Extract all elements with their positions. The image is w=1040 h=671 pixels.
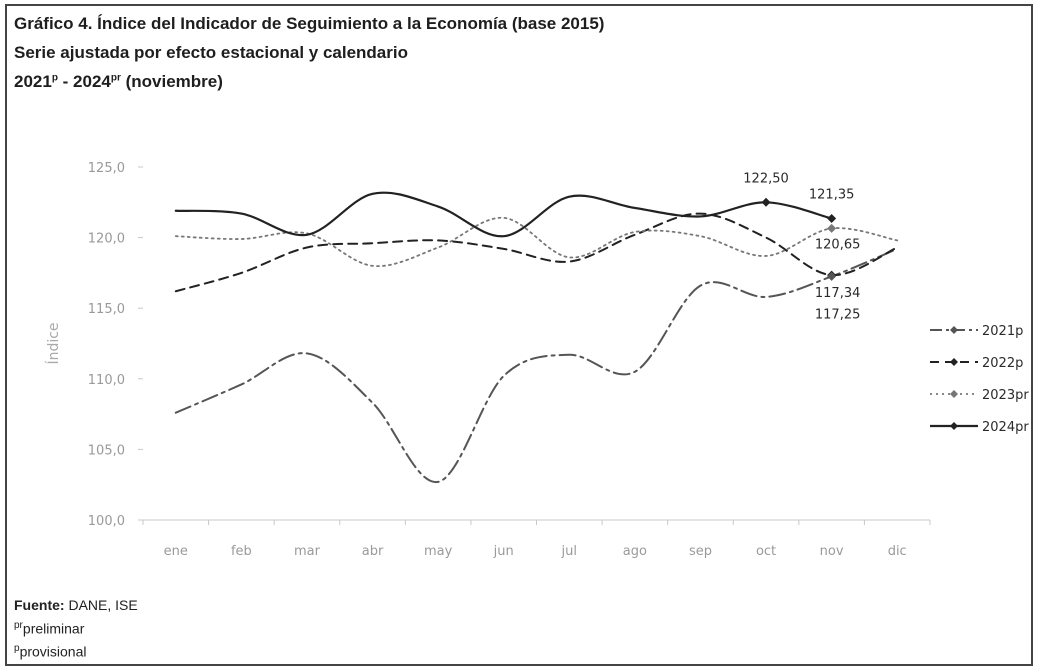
- chart-series: [174, 191, 899, 483]
- y-tick-label: 120,0: [88, 232, 125, 247]
- footnote-pr-text: preliminar: [22, 620, 85, 637]
- data-label: 122,50: [743, 171, 789, 186]
- footnote-preliminar: prpreliminar: [14, 620, 84, 637]
- legend-label: 2022p: [982, 356, 1023, 371]
- x-tick-label: ago: [623, 544, 647, 559]
- footnote-p-text: provisional: [19, 643, 87, 660]
- series-line-2024pr: [174, 191, 833, 238]
- period-start: 2021: [14, 72, 52, 91]
- data-label: 117,34: [815, 286, 861, 301]
- data-label: 117,25: [815, 307, 861, 322]
- chart-legend: 2021p 2022p 2023pr 2024pr: [930, 324, 1029, 435]
- data-label: 120,65: [815, 237, 861, 252]
- series-line-2022p: [174, 212, 899, 293]
- data-label: 121,35: [809, 188, 855, 203]
- x-tick-label: mar: [294, 544, 321, 559]
- data-point-marker: [827, 271, 837, 281]
- y-tick-label: 100,0: [88, 514, 125, 529]
- chart-subtitle: Serie ajustada por efecto estacional y c…: [14, 43, 408, 62]
- y-tick-label: 110,0: [88, 373, 125, 388]
- y-tick-label: 105,0: [88, 443, 125, 458]
- x-tick-label: jul: [561, 544, 577, 559]
- period-month: (noviembre): [120, 72, 223, 91]
- data-point-marker: [827, 223, 837, 233]
- legend-label: 2024pr: [982, 420, 1029, 435]
- footnote-pr-mark: pr: [14, 620, 23, 631]
- source-note: Fuente: DANE, ISE: [14, 597, 138, 613]
- chart-title: Gráfico 4. Índice del Indicador de Segui…: [14, 14, 605, 33]
- legend-marker: [950, 326, 958, 334]
- legend-label: 2021p: [982, 324, 1023, 339]
- series-line-2023pr: [174, 216, 899, 267]
- x-tick-label: nov: [820, 544, 844, 559]
- y-tick-label: 115,0: [88, 302, 125, 317]
- legend-marker: [950, 358, 958, 366]
- chart-period: 2021p - 2024pr (noviembre): [14, 72, 223, 92]
- x-tick-label: may: [424, 544, 453, 559]
- legend-marker: [950, 422, 958, 430]
- series-line-2021p: [174, 247, 899, 483]
- legend-marker: [950, 390, 958, 398]
- x-tick-label: dic: [888, 544, 907, 559]
- x-tick-label: sep: [689, 544, 712, 559]
- legend-label: 2023pr: [982, 388, 1029, 403]
- data-point-marker: [827, 214, 837, 224]
- footnote-p-mark: p: [14, 643, 20, 654]
- y-axis-label: Índice: [45, 322, 62, 364]
- x-tick-label: abr: [362, 544, 384, 559]
- period-start-mark: p: [51, 72, 58, 84]
- figure-frame: [5, 4, 1033, 666]
- period-end: - 2024: [57, 72, 111, 91]
- footnote-provisional: pprovisional: [14, 643, 87, 660]
- y-tick-label: 125,0: [88, 161, 125, 176]
- source-label: Fuente:: [14, 597, 65, 613]
- data-point-marker: [761, 197, 771, 207]
- chart-data-labels: 122,50 121,35 120,65 117,34 117,25: [743, 171, 860, 322]
- x-tick-label: feb: [231, 544, 252, 559]
- x-tick-label: jun: [493, 544, 514, 559]
- source-text: DANE, ISE: [64, 597, 138, 613]
- x-tick-label: oct: [756, 544, 776, 559]
- period-end-mark: pr: [110, 72, 121, 84]
- x-tick-label: ene: [164, 544, 188, 559]
- chart-axes: ene feb mar abr may jun jul ago sep oct nov dic 100,…: [45, 161, 931, 559]
